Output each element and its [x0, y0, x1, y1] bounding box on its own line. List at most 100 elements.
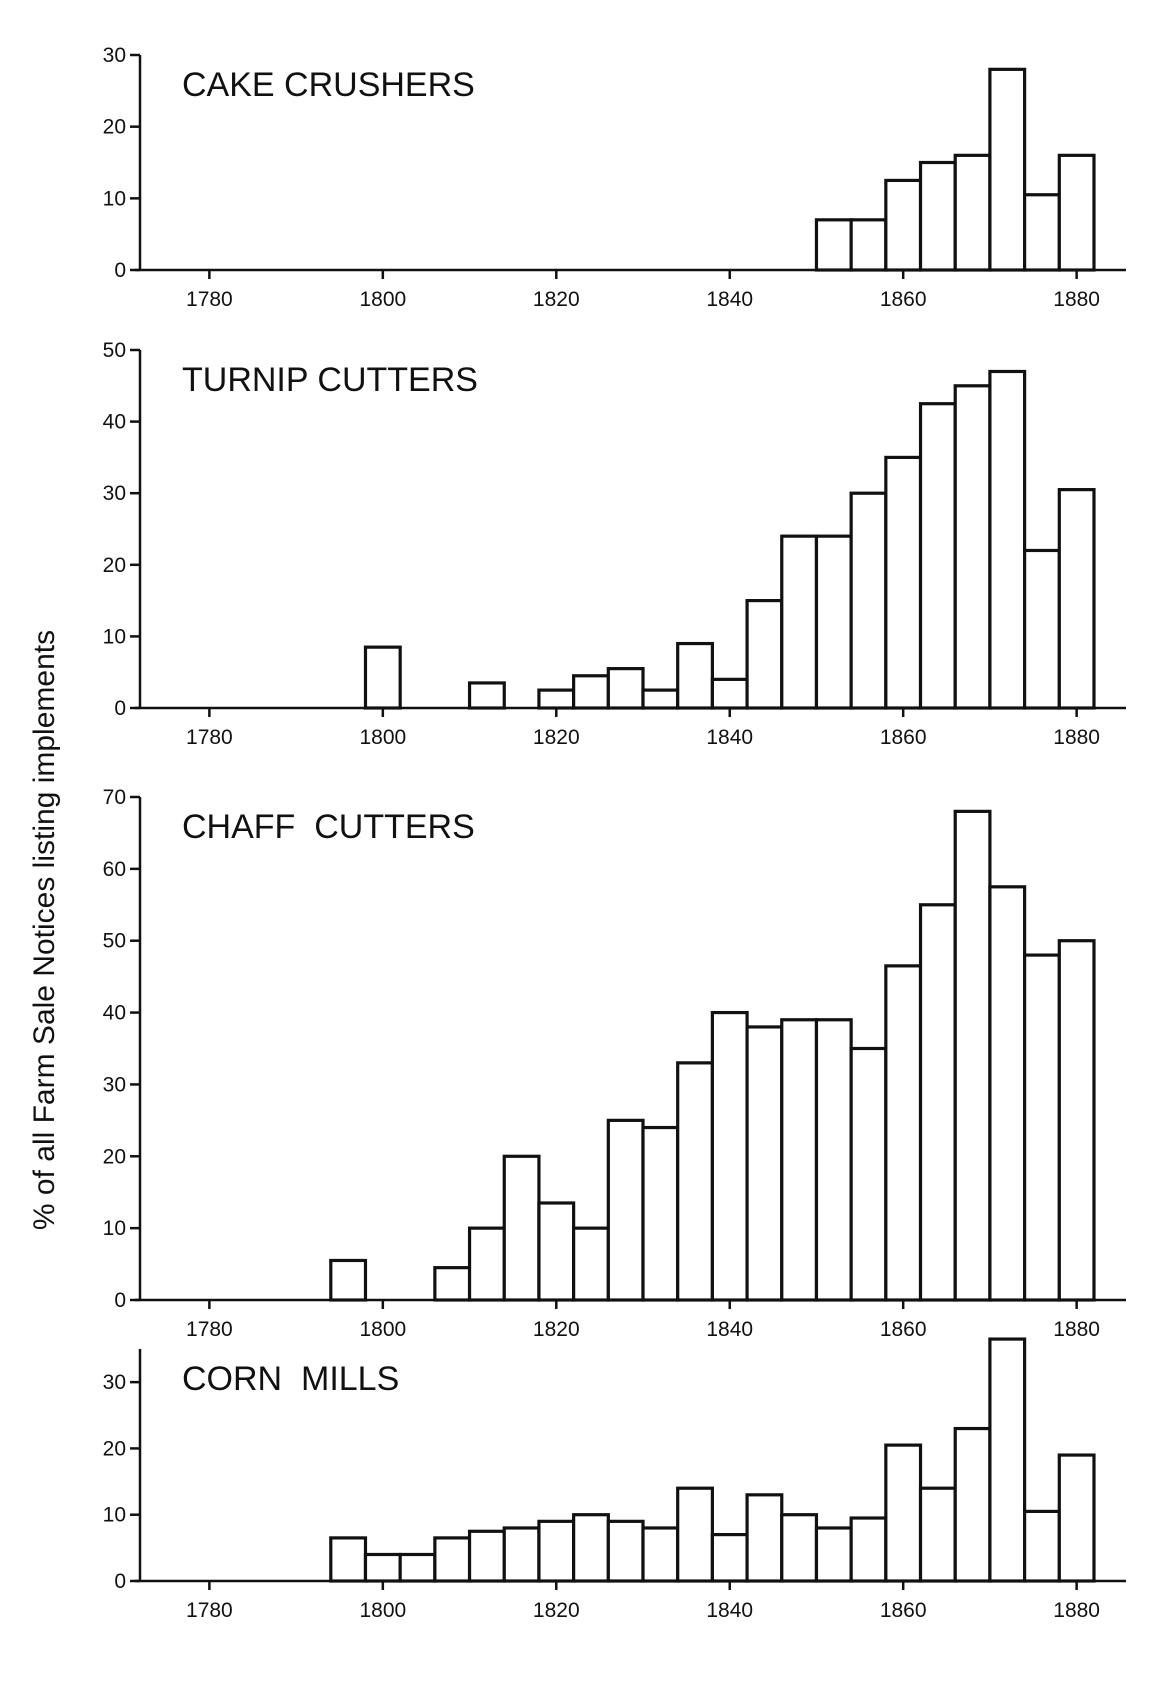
bar-corn-mills-1876	[1023, 1509, 1061, 1583]
bar-turnip-cutters-1828	[606, 667, 645, 710]
bar-chaff-cutters-1824	[572, 1226, 610, 1302]
bar-cake-crushers-1860	[884, 178, 923, 272]
bar-chaff-cutters-1860	[884, 964, 923, 1302]
bar-turnip-cutters-1832	[641, 688, 680, 710]
bar-chaff-cutters-1852	[814, 1018, 853, 1302]
y-tick-label: 40	[103, 411, 126, 434]
bar-chaff-cutters-1828	[606, 1118, 645, 1302]
y-tick-label: 20	[103, 554, 126, 577]
bar-turnip-cutters-1880	[1057, 488, 1096, 710]
bar-turnip-cutters-1824	[572, 674, 610, 710]
bar-chaff-cutters-1844	[745, 1025, 784, 1302]
y-tick-label: 0	[114, 259, 126, 282]
bar-corn-mills-1856	[849, 1516, 888, 1583]
x-tick-label: 1860	[880, 1599, 927, 1622]
bar-chaff-cutters-1832	[641, 1125, 680, 1302]
y-tick-label: 20	[103, 116, 126, 139]
x-tick-label: 1860	[880, 288, 927, 311]
bar-turnip-cutters-1844	[745, 598, 784, 710]
x-tick-label: 1820	[533, 726, 580, 749]
x-tick-label: 1800	[359, 1599, 406, 1622]
bar-corn-mills-1812	[467, 1529, 506, 1583]
bar-turnip-cutters-1852	[814, 534, 853, 710]
x-tick-label: 1780	[186, 1318, 233, 1341]
bar-corn-mills-1852	[814, 1526, 853, 1583]
panel-title-cake-crushers: CAKE CRUSHERS	[182, 66, 475, 104]
panel-title-corn-mills: CORN MILLS	[182, 1360, 399, 1398]
x-tick-label: 1820	[533, 288, 580, 311]
bar-corn-mills-1848	[780, 1513, 819, 1583]
bar-chaff-cutters-1872	[988, 885, 1027, 1302]
bar-chaff-cutters-1864	[918, 903, 957, 1302]
bar-turnip-cutters-1872	[988, 369, 1027, 710]
bar-corn-mills-1824	[572, 1513, 610, 1583]
y-tick-label: 10	[103, 1217, 126, 1240]
bar-chaff-cutters-1868	[953, 809, 992, 1302]
y-tick-label: 30	[103, 1371, 126, 1394]
bar-cake-crushers-1868	[953, 153, 992, 272]
panel-title-chaff-cutters: CHAFF CUTTERS	[182, 808, 475, 846]
y-tick-label: 70	[103, 786, 126, 809]
bar-turnip-cutters-1868	[953, 384, 992, 710]
bar-corn-mills-1880	[1057, 1453, 1096, 1583]
y-axis-title: % of all Farm Sale Notices listing imple…	[28, 630, 61, 1230]
bar-cake-crushers-1864	[918, 160, 957, 272]
bar-corn-mills-1840	[710, 1532, 749, 1583]
y-tick-label: 0	[114, 1570, 126, 1593]
panels: 0 10 20 30 1780 1800 1820 1840 1860 1880 CAKE CRUS…	[103, 44, 1126, 1622]
bar-cake-crushers-1852	[814, 218, 853, 272]
x-tick-label: 1800	[359, 288, 406, 311]
bar-turnip-cutters-1812	[467, 681, 506, 710]
bar-turnip-cutters-1856	[849, 491, 888, 710]
bar-corn-mills-1820	[537, 1519, 576, 1583]
bar-chaff-cutters-1848	[780, 1018, 819, 1302]
bar-corn-mills-1844	[745, 1493, 784, 1583]
bar-turnip-cutters-1864	[918, 402, 957, 710]
bar-corn-mills-1864	[918, 1486, 957, 1583]
x-tick-label: 1800	[359, 726, 406, 749]
x-tick-label: 1780	[186, 1599, 233, 1622]
bar-chaff-cutters-1812	[467, 1226, 506, 1302]
bar-turnip-cutters-1876	[1023, 548, 1061, 710]
bar-chaff-cutters-1880	[1057, 939, 1096, 1302]
y-tick-label: 20	[103, 1145, 126, 1168]
panel-corn-mills: 0 10 20 30 1780 1800 1820 1840 1860 1880 CORN MILL…	[103, 1337, 1126, 1622]
x-tick-label: 1880	[1053, 726, 1100, 749]
bar-cake-crushers-1876	[1023, 193, 1061, 272]
panel-turnip-cutters: 0 10 20 30 40 50 1780 1800 1820 1840 1860 1880 TURNI…	[103, 339, 1126, 749]
y-tick-label: 30	[103, 44, 126, 67]
bar-chaff-cutters-1808	[433, 1266, 472, 1302]
bar-corn-mills-1816	[502, 1526, 541, 1583]
bar-corn-mills-1868	[953, 1426, 992, 1583]
bar-corn-mills-1828	[606, 1519, 645, 1583]
bar-cake-crushers-1872	[988, 67, 1027, 272]
x-tick-label: 1880	[1053, 1599, 1100, 1622]
bar-corn-mills-1796	[329, 1536, 368, 1583]
bar-chaff-cutters-1856	[849, 1046, 888, 1302]
panel-chaff-cutters: 0 10 20 30 40 50 60 70 1780 1800 1820 1840 1860 1880 C…	[103, 786, 1126, 1341]
bar-chaff-cutters-1796	[329, 1258, 368, 1302]
x-tick-label: 1840	[706, 1599, 753, 1622]
y-tick-label: 40	[103, 1002, 126, 1025]
bar-corn-mills-1860	[884, 1443, 923, 1583]
x-tick-label: 1880	[1053, 1318, 1100, 1341]
bar-turnip-cutters-1800	[363, 645, 402, 710]
bar-turnip-cutters-1820	[537, 688, 576, 710]
bar-corn-mills-1800	[363, 1552, 402, 1583]
x-tick-label: 1860	[880, 1318, 927, 1341]
y-tick-label: 10	[103, 187, 126, 210]
y-tick-label: 10	[103, 625, 126, 648]
bar-cake-crushers-1880	[1057, 153, 1096, 272]
bar-chaff-cutters-1840	[710, 1010, 749, 1302]
bar-corn-mills-1808	[433, 1536, 472, 1583]
y-tick-label: 50	[103, 930, 126, 953]
bar-turnip-cutters-1848	[780, 534, 819, 710]
bar-turnip-cutters-1836	[676, 641, 714, 710]
x-tick-label: 1840	[706, 726, 753, 749]
y-tick-label: 0	[114, 697, 126, 720]
bar-turnip-cutters-1860	[884, 455, 923, 710]
y-tick-label: 10	[103, 1504, 126, 1527]
y-tick-label: 60	[103, 858, 126, 881]
y-tick-label: 20	[103, 1437, 126, 1460]
